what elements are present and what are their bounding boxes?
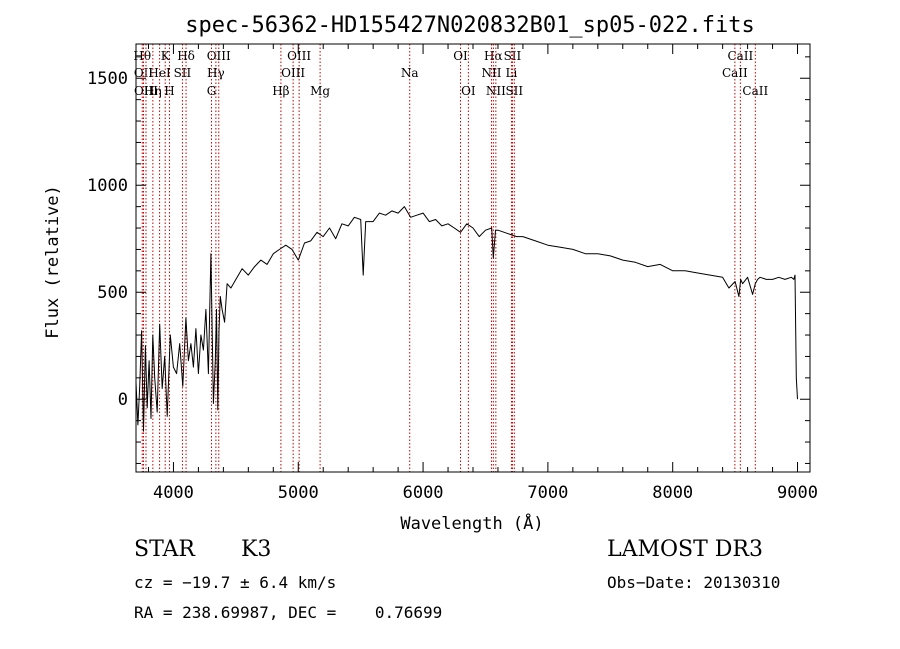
line-marker-label: OIII bbox=[207, 49, 231, 63]
x-tick-label: 6000 bbox=[403, 483, 444, 503]
y-axis-label: Flux (relative) bbox=[43, 185, 63, 339]
line-marker-label: SII bbox=[174, 66, 192, 80]
spectrum-line-0 bbox=[135, 206, 798, 432]
line-marker-label: NII bbox=[481, 66, 501, 80]
line-marker-label: Mg bbox=[310, 84, 330, 98]
line-marker-label: H bbox=[164, 84, 174, 98]
line-marker-label: Hδ bbox=[177, 49, 195, 63]
line-marker-label: Hβ bbox=[272, 84, 289, 98]
x-tick-label: 7000 bbox=[527, 483, 568, 503]
line-marker-label: Na bbox=[401, 66, 419, 80]
chart-title: spec-56362-HD155427N020832B01_sp05-022.f… bbox=[185, 13, 755, 38]
line-marker-label: HeI bbox=[148, 66, 171, 80]
x-tick-label: 4000 bbox=[153, 483, 194, 503]
survey-label: LAMOST DR3 bbox=[607, 537, 763, 562]
axes: 4000 5000 6000 7000 8000 9000 0 500 1000 1500 bbox=[87, 44, 818, 503]
line-marker-label: SII bbox=[505, 84, 523, 98]
plot-frame bbox=[135, 43, 811, 473]
line-marker-label: CaII bbox=[742, 84, 768, 98]
line-marker-label: G bbox=[207, 84, 217, 98]
x-axis-label: Wavelength (Å) bbox=[400, 512, 543, 534]
line-marker-label: K bbox=[161, 49, 171, 63]
line-marker-label: OI bbox=[453, 49, 468, 63]
line-marker-label: Li bbox=[506, 66, 518, 80]
ra-dec-label: RA = 238.69987, DEC = 0.76699 bbox=[134, 603, 443, 622]
object-type-label: STAR bbox=[134, 537, 195, 562]
obs-date-label: Obs−Date: 20130310 bbox=[607, 573, 781, 592]
line-marker-label: Hη bbox=[144, 84, 162, 98]
y-tick-label: 500 bbox=[97, 283, 128, 303]
line-marker-label: OIII bbox=[281, 66, 305, 80]
x-tick-label: 8000 bbox=[652, 483, 693, 503]
line-marker-label: OI bbox=[461, 84, 476, 98]
x-tick-label: 5000 bbox=[278, 483, 319, 503]
series-group bbox=[135, 206, 798, 432]
line-marker-label: Hγ bbox=[207, 66, 225, 80]
line-marker-label: OII bbox=[134, 66, 154, 80]
x-tick-label: 9000 bbox=[777, 483, 818, 503]
line-marker-label: Hθ bbox=[133, 49, 151, 63]
redshift-cz-label: cz = −19.7 ± 6.4 km/s bbox=[134, 573, 337, 592]
spectral-subclass-label: K3 bbox=[241, 537, 272, 562]
line-marker-label: CaII bbox=[722, 66, 748, 80]
y-tick-label: 0 bbox=[118, 390, 128, 410]
line-marker-label: CaII bbox=[727, 49, 753, 63]
y-tick-label: 1000 bbox=[87, 176, 128, 196]
line-marker-label: Hα bbox=[484, 49, 503, 63]
line-marker-label: OIII bbox=[134, 84, 158, 98]
line-marker-label: NII bbox=[486, 84, 506, 98]
line-marker-label: OIII bbox=[287, 49, 311, 63]
line-marker-label: SII bbox=[504, 49, 522, 63]
y-tick-label: 1500 bbox=[87, 69, 128, 89]
